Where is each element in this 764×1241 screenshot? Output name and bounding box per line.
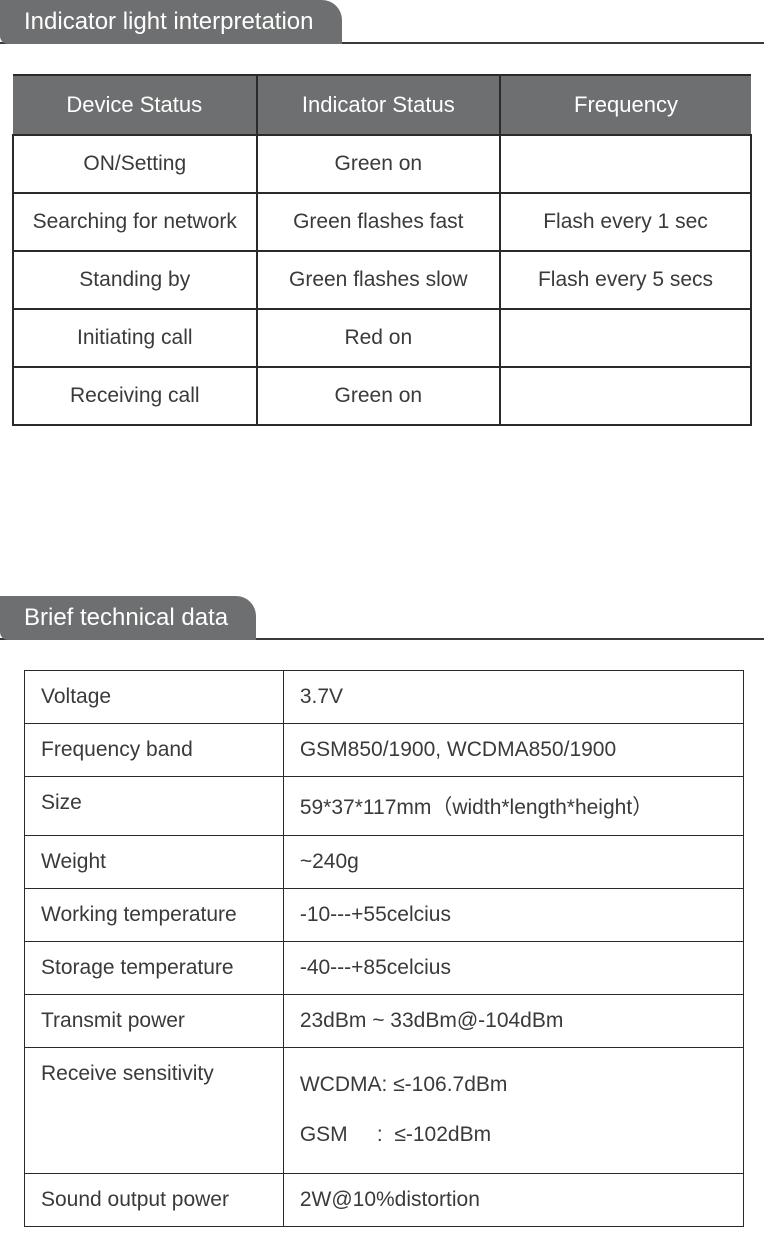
- col-device-status: Device Status: [13, 75, 257, 135]
- cell-label: Sound output power: [25, 1173, 284, 1226]
- cell: Standing by: [13, 251, 257, 309]
- section-title-tech: Brief technical data: [0, 596, 256, 640]
- cell: Green on: [257, 135, 501, 193]
- indicator-header-row: Device Status Indicator Status Frequency: [13, 75, 751, 135]
- col-frequency: Frequency: [500, 75, 751, 135]
- cell-label: Weight: [25, 836, 284, 889]
- cell: [500, 367, 751, 425]
- table-row: Standing by Green flashes slow Flash eve…: [13, 251, 751, 309]
- cell-label: Frequency band: [25, 724, 284, 777]
- table-row: Receiving call Green on: [13, 367, 751, 425]
- cell-label: Transmit power: [25, 995, 284, 1048]
- table-row: Storage temperature -40---+85celcius: [25, 942, 744, 995]
- cell: Red on: [257, 309, 501, 367]
- table-row: Transmit power 23dBm ~ 33dBm@-104dBm: [25, 995, 744, 1048]
- cell-value: GSM850/1900, WCDMA850/1900: [283, 724, 743, 777]
- table-row: Voltage 3.7V: [25, 671, 744, 724]
- cell-label: Working temperature: [25, 889, 284, 942]
- section-header-tech: Brief technical data: [0, 596, 764, 640]
- cell: Flash every 1 sec: [500, 193, 751, 251]
- cell: Searching for network: [13, 193, 257, 251]
- cell-label: Storage temperature: [25, 942, 284, 995]
- cell-value: WCDMA: ≤-106.7dBmGSM : ≤-102dBm: [283, 1048, 743, 1174]
- cell-label: Receive sensitivity: [25, 1048, 284, 1174]
- cell: Flash every 5 secs: [500, 251, 751, 309]
- cell-value: -10---+55celcius: [283, 889, 743, 942]
- cell-value: 59*37*117mm（width*length*height）: [283, 777, 743, 836]
- table-row: Weight ~240g: [25, 836, 744, 889]
- cell-label: Size: [25, 777, 284, 836]
- section-header-indicator: Indicator light interpretation: [0, 0, 764, 44]
- cell-value: ~240g: [283, 836, 743, 889]
- indicator-table: Device Status Indicator Status Frequency…: [12, 74, 752, 426]
- table-row: Working temperature -10---+55celcius: [25, 889, 744, 942]
- table-row: Frequency band GSM850/1900, WCDMA850/190…: [25, 724, 744, 777]
- table-row: Sound output power 2W@10%distortion: [25, 1173, 744, 1226]
- cell-value: 23dBm ~ 33dBm@-104dBm: [283, 995, 743, 1048]
- cell: [500, 135, 751, 193]
- cell-value: -40---+85celcius: [283, 942, 743, 995]
- table-row: ON/Setting Green on: [13, 135, 751, 193]
- table-row: Size 59*37*117mm（width*length*height）: [25, 777, 744, 836]
- cell: ON/Setting: [13, 135, 257, 193]
- cell: Receiving call: [13, 367, 257, 425]
- table-row: Receive sensitivity WCDMA: ≤-106.7dBmGSM…: [25, 1048, 744, 1174]
- cell: Green on: [257, 367, 501, 425]
- cell: Green flashes fast: [257, 193, 501, 251]
- cell: [500, 309, 751, 367]
- cell-label: Voltage: [25, 671, 284, 724]
- section-title-indicator: Indicator light interpretation: [0, 0, 342, 44]
- cell: Green flashes slow: [257, 251, 501, 309]
- section-gap: [0, 426, 764, 596]
- col-indicator-status: Indicator Status: [257, 75, 501, 135]
- tech-table: Voltage 3.7V Frequency band GSM850/1900,…: [24, 670, 744, 1227]
- cell-value: 3.7V: [283, 671, 743, 724]
- table-row: Initiating call Red on: [13, 309, 751, 367]
- cell: Initiating call: [13, 309, 257, 367]
- cell-value: 2W@10%distortion: [283, 1173, 743, 1226]
- table-row: Searching for network Green flashes fast…: [13, 193, 751, 251]
